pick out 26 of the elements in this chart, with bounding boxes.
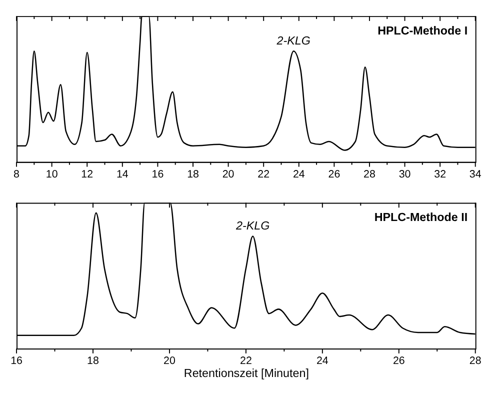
annotation: HPLC-Methode II <box>374 211 468 224</box>
x-tick-label: 8 <box>14 168 20 180</box>
x-tick-label: 14 <box>116 168 128 180</box>
x-tick-label: 16 <box>10 355 23 368</box>
x-tick-label: 20 <box>164 355 176 368</box>
x-tick-label: 30 <box>398 168 411 180</box>
x-tick-label: 26 <box>392 355 405 368</box>
x-tick-label: 24 <box>316 355 328 368</box>
x-tick-label: 18 <box>87 355 99 368</box>
x-tick-label: 22 <box>258 168 270 180</box>
x-tick-label: 18 <box>187 168 199 180</box>
x-axis-title: Retentionszeit [Minuten] <box>184 367 309 380</box>
x-tick-label: 28 <box>469 355 482 368</box>
x-tick-label: 28 <box>364 168 376 180</box>
x-tick-label: 10 <box>46 168 58 180</box>
x-tick-label: 20 <box>222 168 234 180</box>
x-tick-label: 34 <box>469 168 482 180</box>
annotation: HPLC-Methode I <box>378 24 468 38</box>
x-tick-label: 16 <box>152 168 164 180</box>
x-tick-label: 32 <box>434 168 446 180</box>
annotation: 2-KLG <box>234 219 270 232</box>
x-tick-label: 12 <box>81 168 94 180</box>
annotation: 2-KLG <box>276 34 310 48</box>
x-tick-label: 24 <box>292 168 305 180</box>
x-tick-label: 22 <box>240 355 252 368</box>
x-tick-label: 26 <box>328 168 340 180</box>
